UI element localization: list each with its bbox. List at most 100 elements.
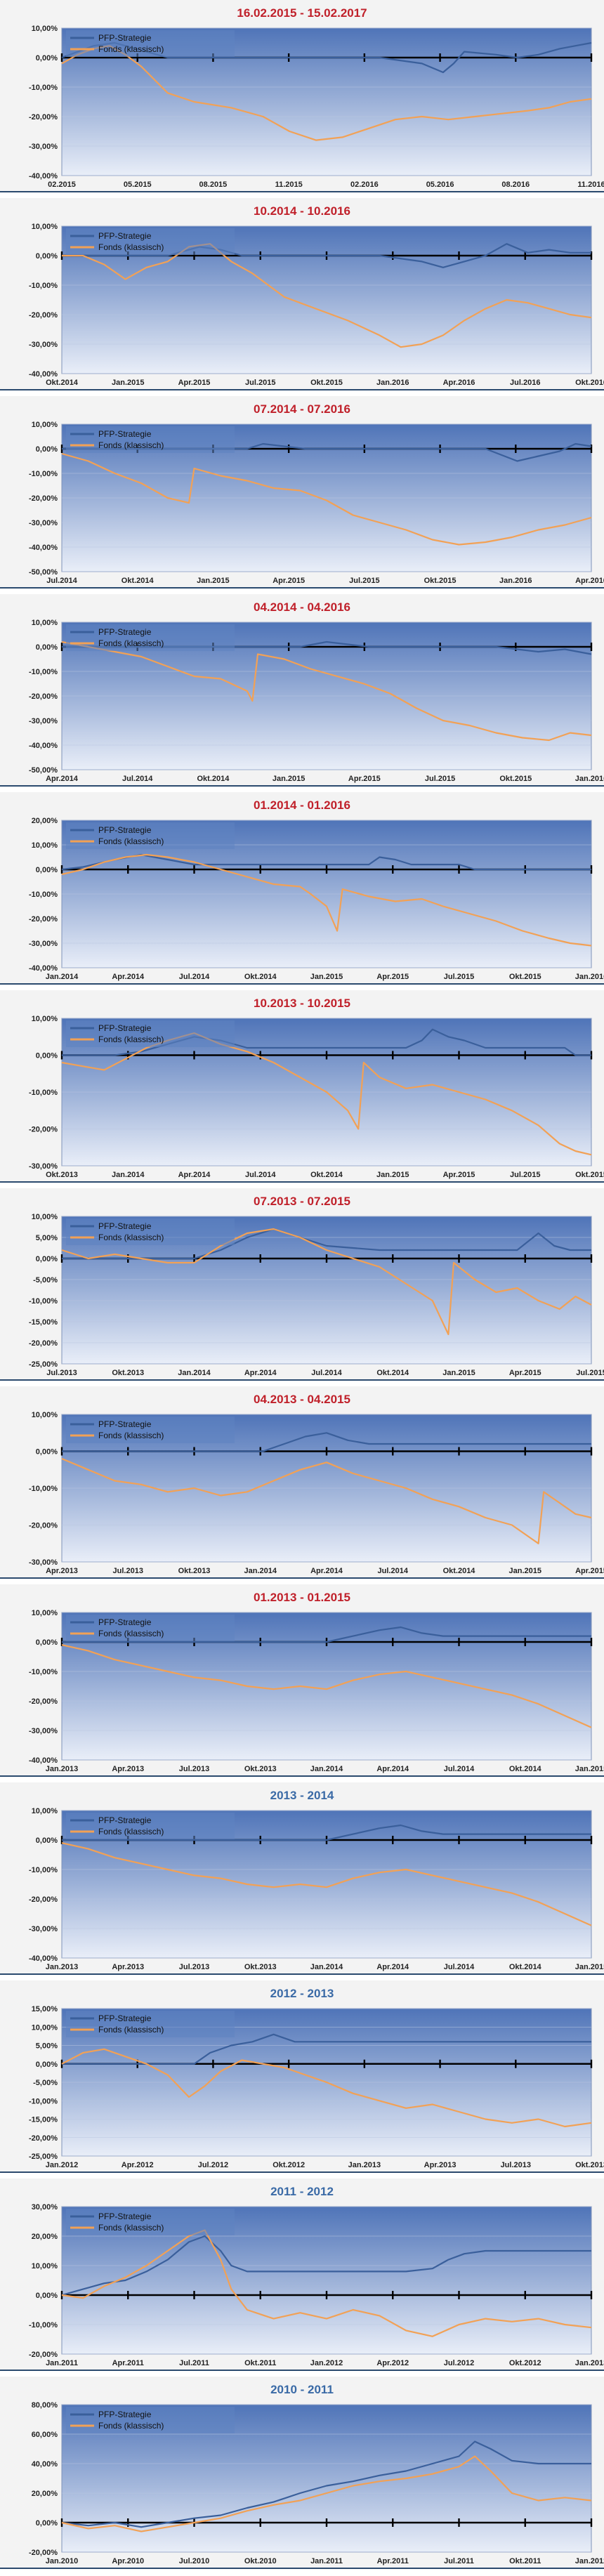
legend-box [66, 426, 235, 453]
legend-box [66, 2407, 235, 2433]
x-tick-label: Okt.2013 [575, 2161, 604, 2169]
legend-label: Fonds (klassisch) [98, 242, 164, 252]
x-tick-label: Jul.2013 [179, 1963, 209, 1971]
chart-title: 10.2014 - 10.2016 [254, 204, 350, 218]
y-tick-label: -30,00% [29, 1727, 58, 1735]
y-tick-label: -40,00% [29, 964, 58, 973]
y-tick-label: 0,00% [36, 1052, 58, 1060]
y-tick-label: 40,00% [32, 2460, 58, 2469]
x-tick-label: Apr.2014 [376, 1765, 409, 1773]
x-tick-label: Jul.2015 [510, 1171, 540, 1179]
legend-box [66, 30, 235, 57]
x-tick-label: Jan.2014 [310, 1765, 343, 1773]
x-tick-label: Jan.2016 [575, 775, 604, 783]
y-tick-label: -20,00% [29, 1126, 58, 1134]
x-tick-label: 08.2015 [199, 180, 228, 189]
chart-panel: 16.02.2015 - 15.02.2017 10,00% 0,00% -10,00… [0, 0, 604, 192]
x-tick-label: Apr.2013 [112, 1963, 144, 1971]
y-tick-label: -10,00% [29, 470, 58, 478]
y-tick-label: 80,00% [32, 2401, 58, 2410]
x-tick-label: Apr.2012 [376, 2359, 409, 2367]
chart-panel: 2010 - 2011 80,00% 60,00% 40,00% 20,00% 0,00%… [0, 2377, 604, 2569]
y-tick-label: 10,00% [32, 619, 58, 627]
x-tick-label: Jan.2014 [46, 973, 79, 981]
x-tick-label: 02.2015 [48, 180, 76, 189]
x-tick-label: Apr.2013 [424, 2161, 457, 2169]
x-tick-label: Jul.2016 [510, 379, 540, 387]
performance-chart: 01.2014 - 01.2016 20,00% 10,00% 0,00% -10,00… [29, 799, 604, 981]
y-tick-label: 10,00% [32, 2262, 58, 2271]
chart-panel: 2013 - 2014 10,00% 0,00% -10,00% -20,00% -30,… [0, 1782, 604, 1975]
performance-chart: 16.02.2015 - 15.02.2017 10,00% 0,00% -10,00… [29, 6, 604, 189]
y-tick-label: -25,00% [29, 1360, 58, 1369]
y-tick-label: 10,00% [32, 1411, 58, 1419]
x-tick-label: Okt.2011 [244, 2359, 276, 2367]
x-tick-label: Jul.2012 [198, 2161, 228, 2169]
series-line-fonds-klassisch [61, 853, 592, 947]
y-tick-label: 0,00% [36, 2292, 58, 2300]
x-tick-label: Jan.2015 [575, 1963, 604, 1971]
y-tick-label: 0,00% [36, 1638, 58, 1647]
x-tick-label: 02.2016 [350, 180, 379, 189]
x-tick-label: 05.2015 [124, 180, 152, 189]
y-tick-label: -10,00% [29, 2321, 58, 2329]
legend-box [66, 1615, 235, 1641]
y-tick-label: 5,00% [36, 1234, 58, 1242]
legend-label: PFP-Strategie [98, 627, 152, 637]
legend-label: Fonds (klassisch) [98, 1827, 164, 1836]
x-tick-label: Jan.2010 [46, 2557, 78, 2565]
legend-label: PFP-Strategie [98, 2410, 152, 2419]
series-line-pfp-strategie [62, 1432, 591, 1452]
performance-chart: 07.2013 - 07.2015 10,00% 5,00% 0,00% -5,00% -… [29, 1195, 604, 1377]
x-tick-label: Okt.2014 [244, 973, 277, 981]
y-tick-label: 0,00% [36, 643, 58, 652]
y-tick-label: -25,00% [29, 2153, 58, 2161]
x-tick-label: Jul.2014 [245, 1171, 276, 1179]
y-tick-label: 0,00% [36, 2519, 58, 2528]
legend-label: PFP-Strategie [98, 1221, 152, 1231]
series-line-pfp-strategie [61, 2235, 591, 2296]
performance-chart: 10.2014 - 10.2016 10,00% 0,00% -10,00% -20,0… [29, 204, 604, 387]
x-tick-label: Apr.2014 [244, 1369, 277, 1377]
x-tick-label: Jul.2015 [576, 1369, 604, 1377]
x-tick-label: Apr.2015 [348, 775, 381, 783]
series-line-fonds-klassisch [61, 452, 592, 546]
series-line-fonds-klassisch [61, 1842, 592, 1926]
chart-title: 10.2013 - 10.2015 [254, 997, 350, 1010]
legend-label: PFP-Strategie [98, 1023, 152, 1033]
y-tick-label: -20,00% [29, 692, 58, 701]
legend-box [66, 624, 235, 651]
x-tick-label: Jan.2013 [348, 2161, 381, 2169]
series-line-fonds-klassisch [61, 2455, 592, 2532]
x-tick-label: Jul.2015 [444, 973, 474, 981]
chart-title: 04.2014 - 04.2016 [254, 600, 350, 614]
y-tick-label: -10,00% [29, 1089, 58, 1097]
y-tick-label: -30,00% [29, 143, 58, 151]
y-tick-label: -30,00% [29, 940, 58, 948]
y-tick-label: 10,00% [32, 1213, 58, 1221]
y-tick-label: -50,00% [29, 568, 58, 577]
legend-label: Fonds (klassisch) [98, 1233, 164, 1242]
y-tick-label: -40,00% [29, 742, 58, 750]
y-tick-label: 10,00% [32, 2023, 58, 2032]
x-tick-label: Jan.2015 [442, 1369, 475, 1377]
y-tick-label: -20,00% [29, 1895, 58, 1904]
x-tick-label: Okt.2014 [443, 1567, 476, 1575]
legend-label: Fonds (klassisch) [98, 836, 164, 846]
series-line-pfp-strategie [62, 1626, 591, 1643]
y-tick-label: -10,00% [29, 891, 58, 899]
x-tick-label: Apr.2011 [112, 2359, 144, 2367]
y-tick-label: 5,00% [36, 2042, 58, 2051]
x-tick-label: Jul.2014 [179, 973, 210, 981]
y-tick-label: -40,00% [29, 1954, 58, 1963]
legend-box [66, 1020, 235, 1047]
x-tick-label: Apr.2014 [46, 775, 79, 783]
x-tick-label: Okt.2014 [509, 1963, 542, 1971]
y-tick-label: 30,00% [32, 2203, 58, 2212]
x-tick-label: Jul.2015 [425, 775, 455, 783]
